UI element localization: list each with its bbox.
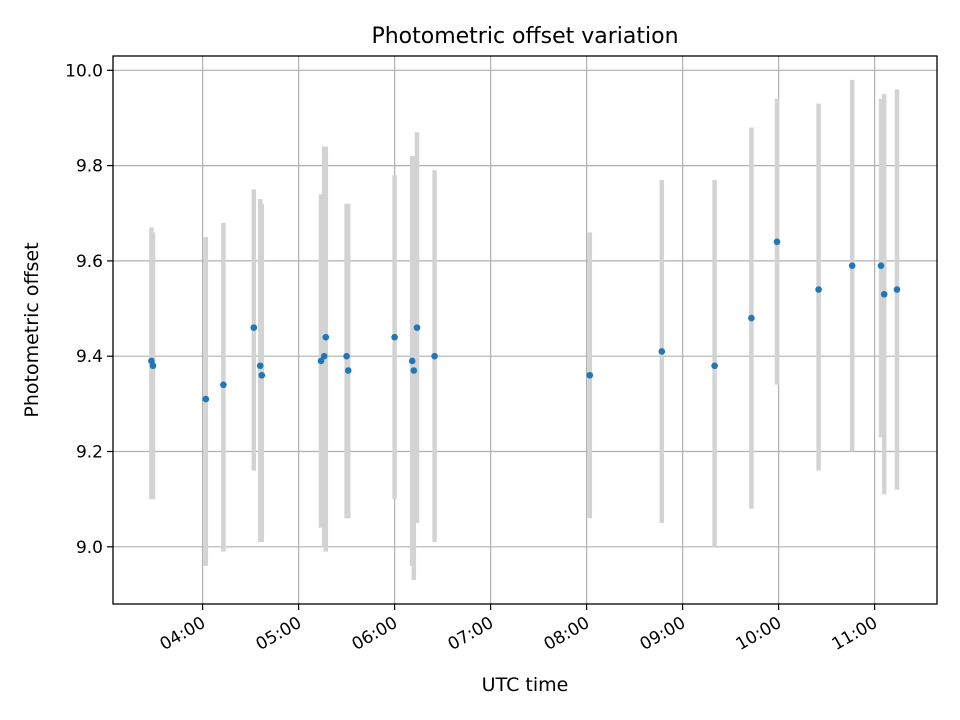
x-axis: 04:00 05:00 06:00 07:00 08:00 09:00 10:00 11:00 (157, 604, 881, 655)
x-tick-label: 11:00 (829, 613, 881, 655)
data-point (220, 381, 227, 389)
data-point (815, 286, 822, 293)
y-tick-label: 9.2 (76, 443, 103, 463)
data-point (880, 290, 888, 298)
plot-frame (112, 55, 938, 605)
data-point (848, 262, 856, 269)
data-point (322, 333, 330, 341)
error-bars (149, 79, 900, 581)
x-tick-label: 08:00 (541, 613, 593, 655)
data-point (773, 238, 781, 246)
data-point (893, 286, 901, 293)
data-point (256, 362, 264, 370)
x-axis-label: UTC time (482, 674, 569, 696)
y-tick-label: 9.6 (76, 252, 103, 272)
data-point (586, 371, 594, 379)
data-point (877, 262, 885, 269)
x-tick-label: 09:00 (637, 613, 689, 655)
x-tick-label: 10:00 (733, 613, 785, 655)
data-point (258, 371, 266, 379)
data-point (391, 333, 398, 341)
data-point (250, 324, 258, 331)
data-point (410, 367, 418, 374)
y-tick-label: 9.0 (76, 538, 103, 558)
data-point (202, 395, 210, 403)
y-tick-label: 9.4 (76, 347, 103, 367)
data-point (711, 362, 718, 370)
data-point (149, 362, 157, 370)
data-points (148, 238, 901, 403)
x-tick-label: 04:00 (157, 613, 209, 655)
data-point (658, 348, 666, 355)
data-point (320, 352, 328, 360)
data-point (344, 367, 352, 374)
data-point (408, 357, 416, 365)
data-point (343, 352, 350, 360)
y-axis: 9.0 9.2 9.4 9.6 9.8 10.0 (65, 61, 113, 558)
y-tick-label: 10.0 (65, 61, 103, 81)
chart-title: Photometric offset variation (371, 24, 678, 49)
y-axis-label: Photometric offset (21, 242, 43, 417)
x-tick-label: 07:00 (445, 613, 497, 655)
data-point (317, 357, 325, 365)
y-tick-label: 9.8 (76, 157, 103, 177)
data-point (431, 352, 438, 360)
data-point (413, 324, 421, 331)
grid (113, 56, 937, 604)
data-point (748, 314, 755, 322)
x-tick-label: 05:00 (253, 613, 305, 655)
x-tick-label: 06:00 (349, 613, 401, 655)
